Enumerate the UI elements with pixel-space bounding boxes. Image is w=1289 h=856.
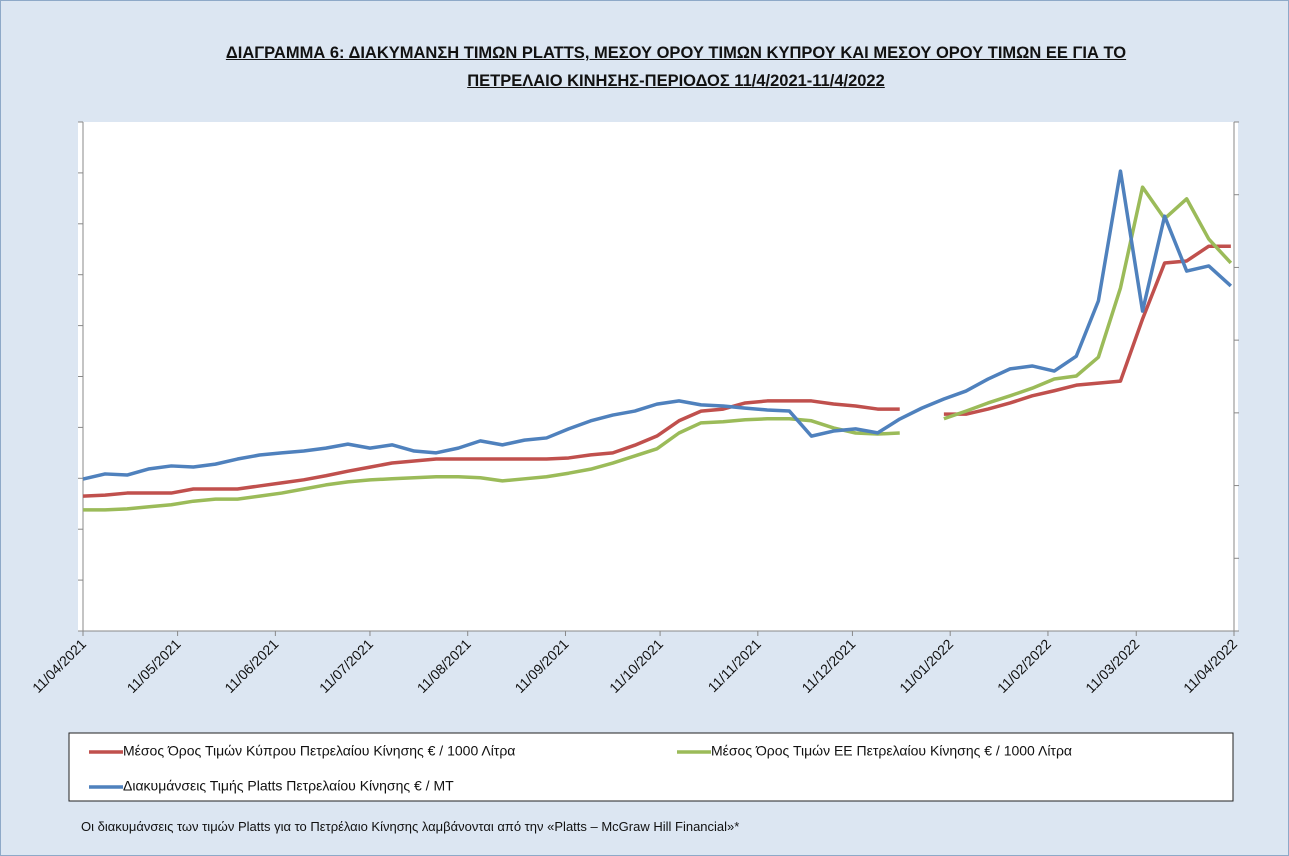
footnote: Οι διακυμάνσεις των τιμών Platts για το … — [81, 819, 740, 834]
legend-box — [68, 732, 1234, 802]
x-tick-label: 11/04/2021 — [29, 636, 89, 696]
x-tick-label: 11/02/2022 — [994, 636, 1054, 696]
x-tick-label: 11/11/2021 — [705, 636, 765, 696]
legend-label: Μέσος Όρος Τιμών ΕΕ Πετρελαίου Κίνησης €… — [711, 743, 1072, 759]
x-tick-label: 11/05/2021 — [124, 636, 184, 696]
x-tick-label: 11/04/2022 — [1180, 636, 1240, 696]
series-line — [83, 185, 1233, 512]
x-tick-label: 11/10/2021 — [606, 636, 666, 696]
x-tick-label: 11/12/2021 — [798, 636, 858, 696]
legend-label: Διακυμάνσεις Τιμής Platts Πετρελαίου Κίν… — [123, 778, 454, 794]
x-tick-label: 11/03/2022 — [1082, 636, 1142, 696]
chart-title: ΔΙΑΓΡΑΜΜΑ 6: ΔΙΑΚΥΜΑΝΣΗ ΤΙΜΩΝ PLATTS, ΜΕ… — [225, 44, 1127, 90]
plot-area — [78, 122, 1238, 631]
x-tick-label: 11/07/2021 — [316, 636, 376, 696]
series-line — [82, 169, 1233, 481]
legend-label: Μέσος Όρος Τιμών Κύπρου Πετρελαίου Κίνησ… — [123, 743, 515, 759]
x-tick-label: 11/06/2021 — [221, 636, 281, 696]
x-tick-label: 11/09/2021 — [511, 636, 571, 696]
x-tick-label: 11/01/2022 — [896, 636, 956, 696]
x-tick-label: 11/08/2021 — [414, 636, 474, 696]
